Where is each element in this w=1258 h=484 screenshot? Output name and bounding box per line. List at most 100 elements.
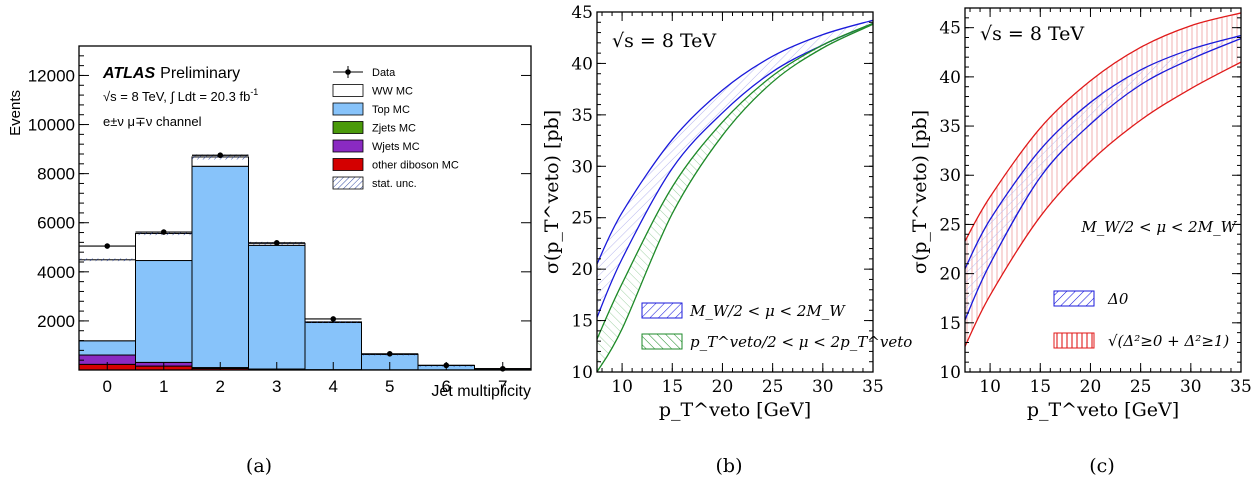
b-xtick-label: 25 <box>762 377 784 397</box>
b-ytick-label: 25 <box>571 209 593 229</box>
c-ytick-label: 15 <box>939 314 961 334</box>
b-band-blue <box>597 20 873 318</box>
b-ytick-label: 40 <box>571 54 593 74</box>
a-xtick-label: 2 <box>216 377 225 396</box>
c-scale-label: M_W/2 < μ < 2M_W <box>1080 218 1237 236</box>
b-legend-swatch-blue <box>641 302 683 319</box>
c-band-red <box>965 12 1241 347</box>
a-experiment: ATLAS <box>102 65 155 82</box>
b-green-lower-line <box>597 23 873 372</box>
a-legend-swatch <box>332 84 364 97</box>
c-blue-upper-line <box>965 34 1241 269</box>
a-bar-ww-mc-1 <box>135 233 193 262</box>
a-bar-top-mc-1 <box>135 260 193 363</box>
c-ytick-label: 45 <box>939 19 961 39</box>
a-xtick-label: 6 <box>442 377 451 396</box>
c-legend-label-blue: Δ0 <box>1107 290 1129 308</box>
a-energy-line: √s = 8 TeV, ∫ Ldt = 20.3 fb-1 <box>103 87 258 104</box>
a-data-point-4 <box>330 316 337 322</box>
b-ytick-label: 30 <box>571 157 593 177</box>
a-legend-label: other diboson MC <box>372 160 459 172</box>
a-xtick-label: 5 <box>385 377 394 396</box>
b-xtick-label: 30 <box>812 377 834 397</box>
a-legend-label: Zjets MC <box>372 123 416 135</box>
a-ytick-label: 2000 <box>37 312 75 331</box>
c-ytick-label: 30 <box>939 166 961 186</box>
c-xtick-label: 10 <box>979 377 1001 397</box>
c-xlabel-text: p_T^veto [GeV] <box>1027 399 1179 421</box>
a-ytick-label: 10000 <box>28 116 75 135</box>
a-bar-top-mc-0 <box>78 340 136 356</box>
b-legend-label-blue: M_W/2 < μ < 2M_W <box>689 302 846 320</box>
a-ytick-label: 6000 <box>37 214 75 233</box>
a-ytick-label: 12000 <box>28 66 75 85</box>
b-ytick-label: 35 <box>571 106 593 126</box>
c-xtick-label: 20 <box>1080 377 1102 397</box>
c-plot-frame <box>964 7 1242 373</box>
b-xtick-label: 35 <box>862 377 884 397</box>
c-annotation: √s = 8 TeV <box>980 23 1084 45</box>
a-legend: Data WW MC Top MC Zjets MC Wjets MC other dib… <box>332 66 459 190</box>
a-ytick-label: 8000 <box>37 165 75 184</box>
caption-c: (c) <box>1089 455 1114 477</box>
c-axes: 10 15 20 25 30 35 10 15 20 25 30 35 40 45 <box>939 7 1252 397</box>
a-energy-label: √s = 8 TeV, ∫ Ldt = 20.3 fb <box>103 89 250 104</box>
a-xtick-label: 4 <box>329 377 338 396</box>
b-blue-upper-line <box>597 19 873 265</box>
panel-a-jet-multiplicity-histogram: 2000 4000 6000 8000 10000 12000 0 1 2 3 4 5 6 7 Event… <box>7 45 532 400</box>
a-legend-swatch <box>332 176 364 190</box>
caption-a: (a) <box>246 455 272 477</box>
c-xtick-label: 30 <box>1180 377 1202 397</box>
c-band-blue <box>965 35 1241 320</box>
c-red-lower-line <box>965 61 1241 347</box>
a-stat-unc-4 <box>305 321 362 323</box>
a-legend-label: WW MC <box>372 86 413 98</box>
caption-b: (b) <box>716 455 743 477</box>
c-xtick-label: 15 <box>1029 377 1051 397</box>
b-ytick-label: 15 <box>571 312 593 332</box>
a-xtick-label: 7 <box>498 377 507 396</box>
a-legend-swatch <box>332 102 364 116</box>
b-xtick-label: 20 <box>712 377 734 397</box>
a-atlas-label: ATLAS Preliminary <box>102 65 240 82</box>
b-plot-frame <box>596 11 874 373</box>
c-red-upper-line <box>965 12 1241 242</box>
a-stat-unc-0 <box>79 258 136 262</box>
a-stacked-bars <box>78 154 532 371</box>
a-legend-label: Data <box>372 67 396 79</box>
a-ylabel: Events <box>7 90 24 136</box>
c-ytick-label: 10 <box>939 363 961 383</box>
a-legend-swatch <box>332 121 364 134</box>
a-status: Preliminary <box>160 65 240 82</box>
a-ytick-label: 4000 <box>37 263 75 282</box>
a-legend-label: Wjets MC <box>372 141 420 153</box>
c-ytick-label: 25 <box>939 215 961 235</box>
b-xlabel-text: p_T^veto [GeV] <box>659 399 811 421</box>
a-legend-swatch <box>332 158 364 171</box>
c-xtick-label: 25 <box>1130 377 1152 397</box>
a-legend-swatch <box>332 139 364 153</box>
a-xtick-label: 3 <box>272 377 281 396</box>
b-ytick-label: 20 <box>571 260 593 280</box>
c-xlabel: p_T^veto [GeV] <box>1027 399 1179 421</box>
c-legend-swatch-blue <box>1053 290 1095 307</box>
b-legend: M_W/2 < μ < 2M_W p_T^veto/2 < μ < 2p_T^ve… <box>641 302 912 351</box>
b-xtick-label: 15 <box>661 377 683 397</box>
a-data-point-2 <box>217 152 224 159</box>
b-xlabel: p_T^veto [GeV] <box>659 399 811 421</box>
a-bar-top-mc-3 <box>248 244 306 370</box>
a-bar-top-mc-4 <box>304 322 362 371</box>
c-legend: Δ0 √(Δ²≥0 + Δ²≥1) <box>1053 290 1229 350</box>
c-xtick-label: 35 <box>1230 377 1252 397</box>
c-legend-label-red: √(Δ²≥0 + Δ²≥1) <box>1108 332 1229 350</box>
b-ytick-label: 10 <box>571 363 593 383</box>
a-legend-label: stat. unc. <box>372 178 417 190</box>
a-data-point-0 <box>104 243 111 249</box>
a-lumi-exponent: -1 <box>250 87 258 97</box>
a-axes: 2000 4000 6000 8000 10000 12000 0 1 2 3 4 5 6 7 <box>28 55 531 396</box>
a-legend-label: Top MC <box>372 104 410 116</box>
b-xtick-label: 10 <box>611 377 633 397</box>
c-ytick-label: 20 <box>939 265 961 285</box>
